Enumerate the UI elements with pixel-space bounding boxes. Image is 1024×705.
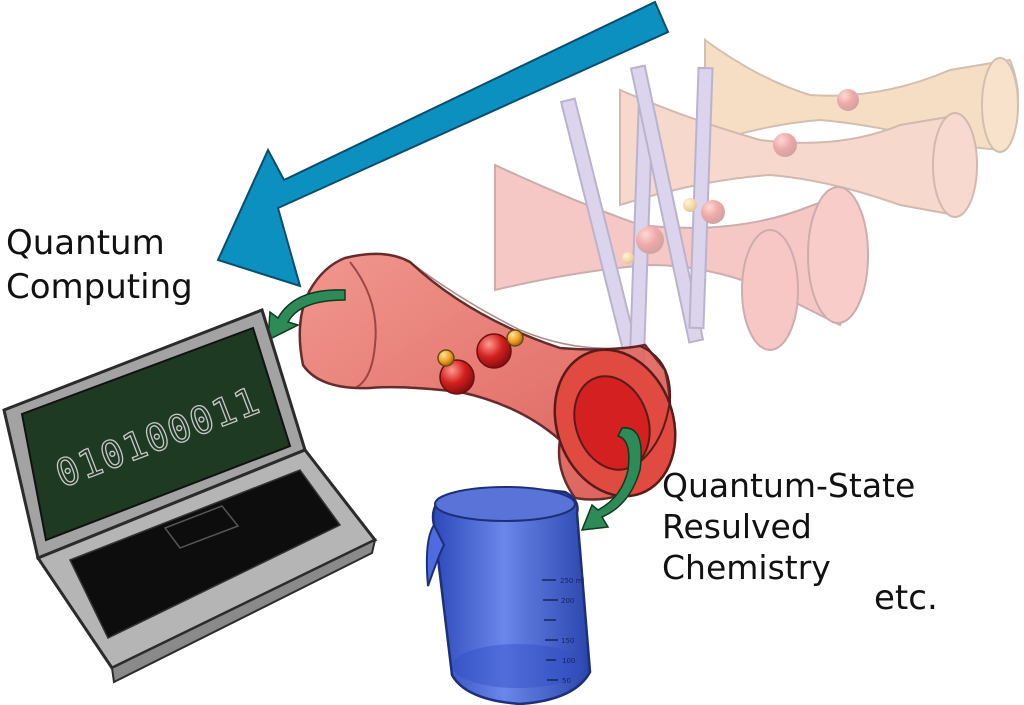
beaker-icon: 250 ml 200 150 100 50 [425, 486, 592, 705]
green-curved-arrow-icon-beaker [580, 427, 642, 531]
beaker-scale-label: 250 ml [560, 577, 584, 585]
background-trap-back [704, 38, 1019, 153]
label-line: Computing [6, 267, 193, 307]
big-blue-arrow-icon [216, 0, 670, 288]
beaker-scale [542, 579, 558, 681]
label-line: Quantum-State [662, 466, 916, 505]
label-line: Chemistry [662, 548, 831, 587]
quantum-computing-label: Quantum Computing [6, 221, 193, 309]
beaker-scale-label: 200 [561, 597, 574, 605]
beaker-scale-label: 50 [562, 677, 571, 685]
quantum-state-chemistry-label: Quantum-State Resulved Chemistry [662, 465, 915, 588]
green-curved-arrow-icon [267, 289, 346, 342]
beaker-scale-label: 100 [562, 657, 575, 665]
ion-trap-icon [298, 252, 677, 501]
label-line: Resulved [662, 507, 812, 546]
background-trap-array [494, 38, 1019, 385]
laptop-icon: 010100011 [2, 308, 378, 684]
beaker-scale-label: 150 [561, 637, 574, 645]
background-trap-front [494, 163, 869, 351]
etc-label: etc. [874, 578, 938, 618]
background-trap-middle [619, 88, 978, 218]
label-line: Quantum [6, 223, 165, 263]
